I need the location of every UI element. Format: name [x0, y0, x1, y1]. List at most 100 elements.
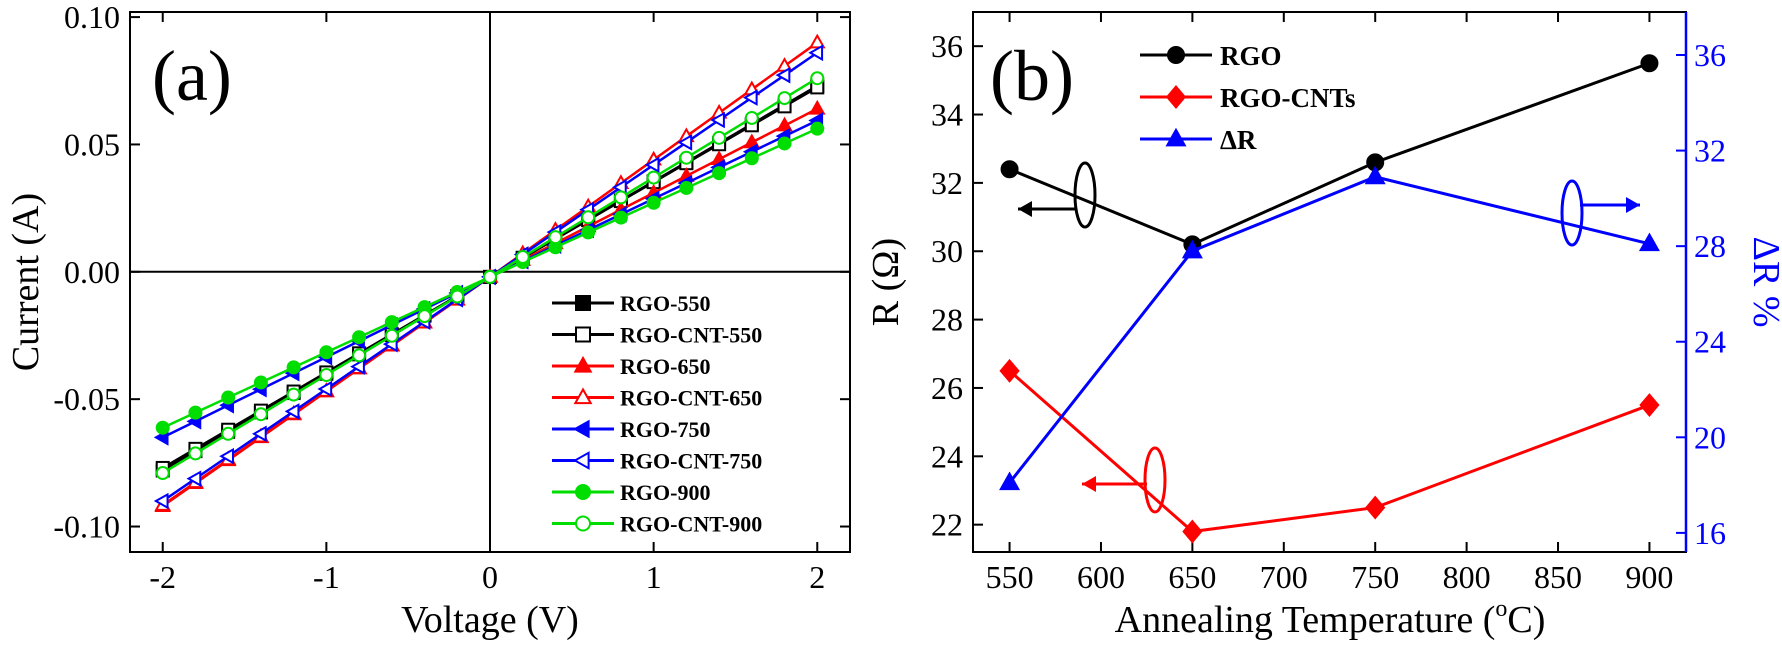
panel-b-y2-tick-label: 32 [1694, 133, 1726, 169]
panel-b-resistance: 550 600 650 700 750 800 850 900 22 24 26 28 30 32 34 36… [865, 11, 1782, 641]
panel-b-x-axis-title-tail: C) [1507, 599, 1545, 641]
panel-b-y2-tick-label: 20 [1694, 419, 1726, 455]
panel-a-legend-marker [573, 387, 593, 405]
panel-b-y-tick-label: 36 [931, 28, 963, 64]
panel-b-y2-tick-label: 28 [1694, 228, 1726, 264]
rgo-cnts-left-axis-indicator [1082, 446, 1167, 514]
panel-a-legend-item: RGO-550 [552, 291, 710, 316]
panel-b-axis-annotations [1018, 161, 1640, 514]
delta-r-right-axis-indicator [1560, 179, 1640, 247]
panel-a-data-point [219, 447, 234, 465]
panel-a-data-point [548, 230, 563, 245]
panel-a-data-point [644, 156, 660, 174]
panel-a-legend-item: RGO-CNT-650 [552, 386, 762, 411]
panel-a-data-point [679, 150, 694, 165]
panel-b-data-point [1000, 160, 1019, 179]
panel-b-series-rgo-cnts [999, 358, 1660, 544]
panel-a-data-point [776, 116, 793, 132]
panel-b-x-tick-label: 650 [1168, 559, 1216, 595]
panel-a-data-point [153, 492, 169, 510]
panel-a-legend-label: RGO-CNT-900 [620, 512, 762, 537]
panel-a-legend-marker [575, 515, 591, 532]
panel-b-series-delta-r [999, 165, 1660, 491]
panel-a-data-point [777, 91, 792, 106]
panel-a-legend-marker [572, 451, 590, 470]
panel-a-data-point [155, 466, 170, 481]
panel-a-legend-label: RGO-550 [620, 291, 710, 316]
annotation-arrow-head [1082, 476, 1096, 492]
panel-b-y-tick-label: 26 [931, 370, 963, 406]
panel-b-data-point [999, 358, 1020, 383]
panel-b-legend-item: RGO [1140, 41, 1282, 71]
panel-b-data-point [1638, 232, 1660, 252]
panel-b-legend-item: RGO-CNTs [1140, 83, 1356, 113]
panel-b-x-tick-label: 800 [1443, 559, 1491, 595]
panel-b-label: (b) [990, 36, 1074, 116]
panel-a-data-point [646, 170, 661, 185]
panel-a-data-point [352, 330, 367, 345]
panel-a-x-tick-label: 1 [646, 559, 662, 595]
panel-b-data-point [1364, 165, 1386, 185]
panel-a-data-point [810, 121, 825, 136]
panel-b-legend-label: ΔR [1220, 125, 1257, 155]
panel-a-data-point [646, 195, 661, 210]
panel-a-legend-label: RGO-650 [620, 354, 710, 379]
panel-a-data-point [808, 99, 826, 115]
panel-a-legend-label: RGO-CNT-550 [620, 323, 762, 348]
panel-a-data-point [712, 130, 727, 145]
panel-a-data-point [777, 136, 792, 151]
panel-b-x-tick-label: 900 [1625, 559, 1673, 595]
panel-a-data-point [188, 446, 203, 461]
panel-a-y-tick-label: -0.10 [53, 509, 120, 545]
panel-a-data-point [613, 190, 628, 205]
panel-b-legend-item: ΔR [1140, 125, 1257, 155]
panel-b-y-tick-label: 24 [931, 438, 963, 474]
panel-a-x-axis-title: Voltage (V) [401, 599, 579, 641]
panel-a-legend-marker [575, 295, 591, 311]
panel-a-legend-item: RGO-900 [552, 480, 710, 505]
panel-a-y-tick-label: 0.05 [64, 126, 120, 162]
panel-b-y-tick-label: 28 [931, 302, 963, 338]
panel-a-data-point [286, 387, 301, 402]
panel-a-legend-label: RGO-CNT-650 [620, 386, 762, 411]
panel-a-legend-item: RGO-CNT-900 [552, 512, 762, 537]
panel-a-data-point [808, 33, 826, 49]
panel-a-data-point [221, 426, 236, 441]
panel-b-data-point [1181, 239, 1203, 259]
panel-b-y2-tick-label: 24 [1694, 324, 1726, 360]
panel-a-data-point [221, 390, 236, 405]
panel-b-legend-marker [1167, 46, 1185, 64]
panel-b-x-axis-title: Annealing Temperature (oC) [1115, 596, 1546, 641]
panel-b-legend: RGO RGO-CNTs ΔR [1140, 41, 1356, 155]
panel-b-y2-axis-title: ΔR % [1745, 237, 1782, 328]
panel-a-x-tick-label: 0 [482, 559, 498, 595]
panel-a-data-point [284, 403, 300, 420]
panel-b-series-line [1008, 175, 1650, 484]
panel-b-y2-tick-label: 16 [1694, 515, 1726, 551]
panel-b-series-line [1008, 61, 1650, 247]
panel-b-x-tick-label: 850 [1534, 559, 1582, 595]
panel-a-y-tick-label: 0.10 [64, 0, 120, 35]
panel-a-legend-label: RGO-CNT-750 [620, 449, 762, 474]
panel-a-data-point [155, 420, 170, 435]
annotation-ellipse [1560, 179, 1584, 247]
panel-a-data-point [188, 405, 203, 420]
panel-a-legend: RGO-550 RGO-CNT-550 RGO-650 RGO-CNT-650 RGO-… [552, 291, 762, 537]
panel-a-legend-item: RGO-750 [552, 417, 710, 442]
panel-a-series-rgo-cnt-900 [155, 71, 825, 481]
panel-a-data-point [710, 111, 725, 129]
panel-b-y2-tick-label: 36 [1694, 37, 1726, 73]
panel-a-legend-item: RGO-650 [552, 354, 710, 379]
panel-b-legend-marker [1165, 85, 1187, 109]
panel-a-data-point [808, 44, 824, 62]
panel-b-y-tick-label: 34 [931, 97, 963, 133]
panel-b-x-tick-label: 750 [1351, 559, 1399, 595]
panel-a-data-point [350, 358, 365, 375]
annotation-ellipse [1073, 161, 1097, 229]
panel-a-data-point [319, 345, 334, 360]
panel-a-y-tick-label: 0.00 [64, 254, 120, 290]
panel-a-x-tick-label: 2 [809, 559, 825, 595]
panel-a-legend-marker [573, 355, 593, 373]
panel-a-legend-marker [575, 326, 591, 343]
